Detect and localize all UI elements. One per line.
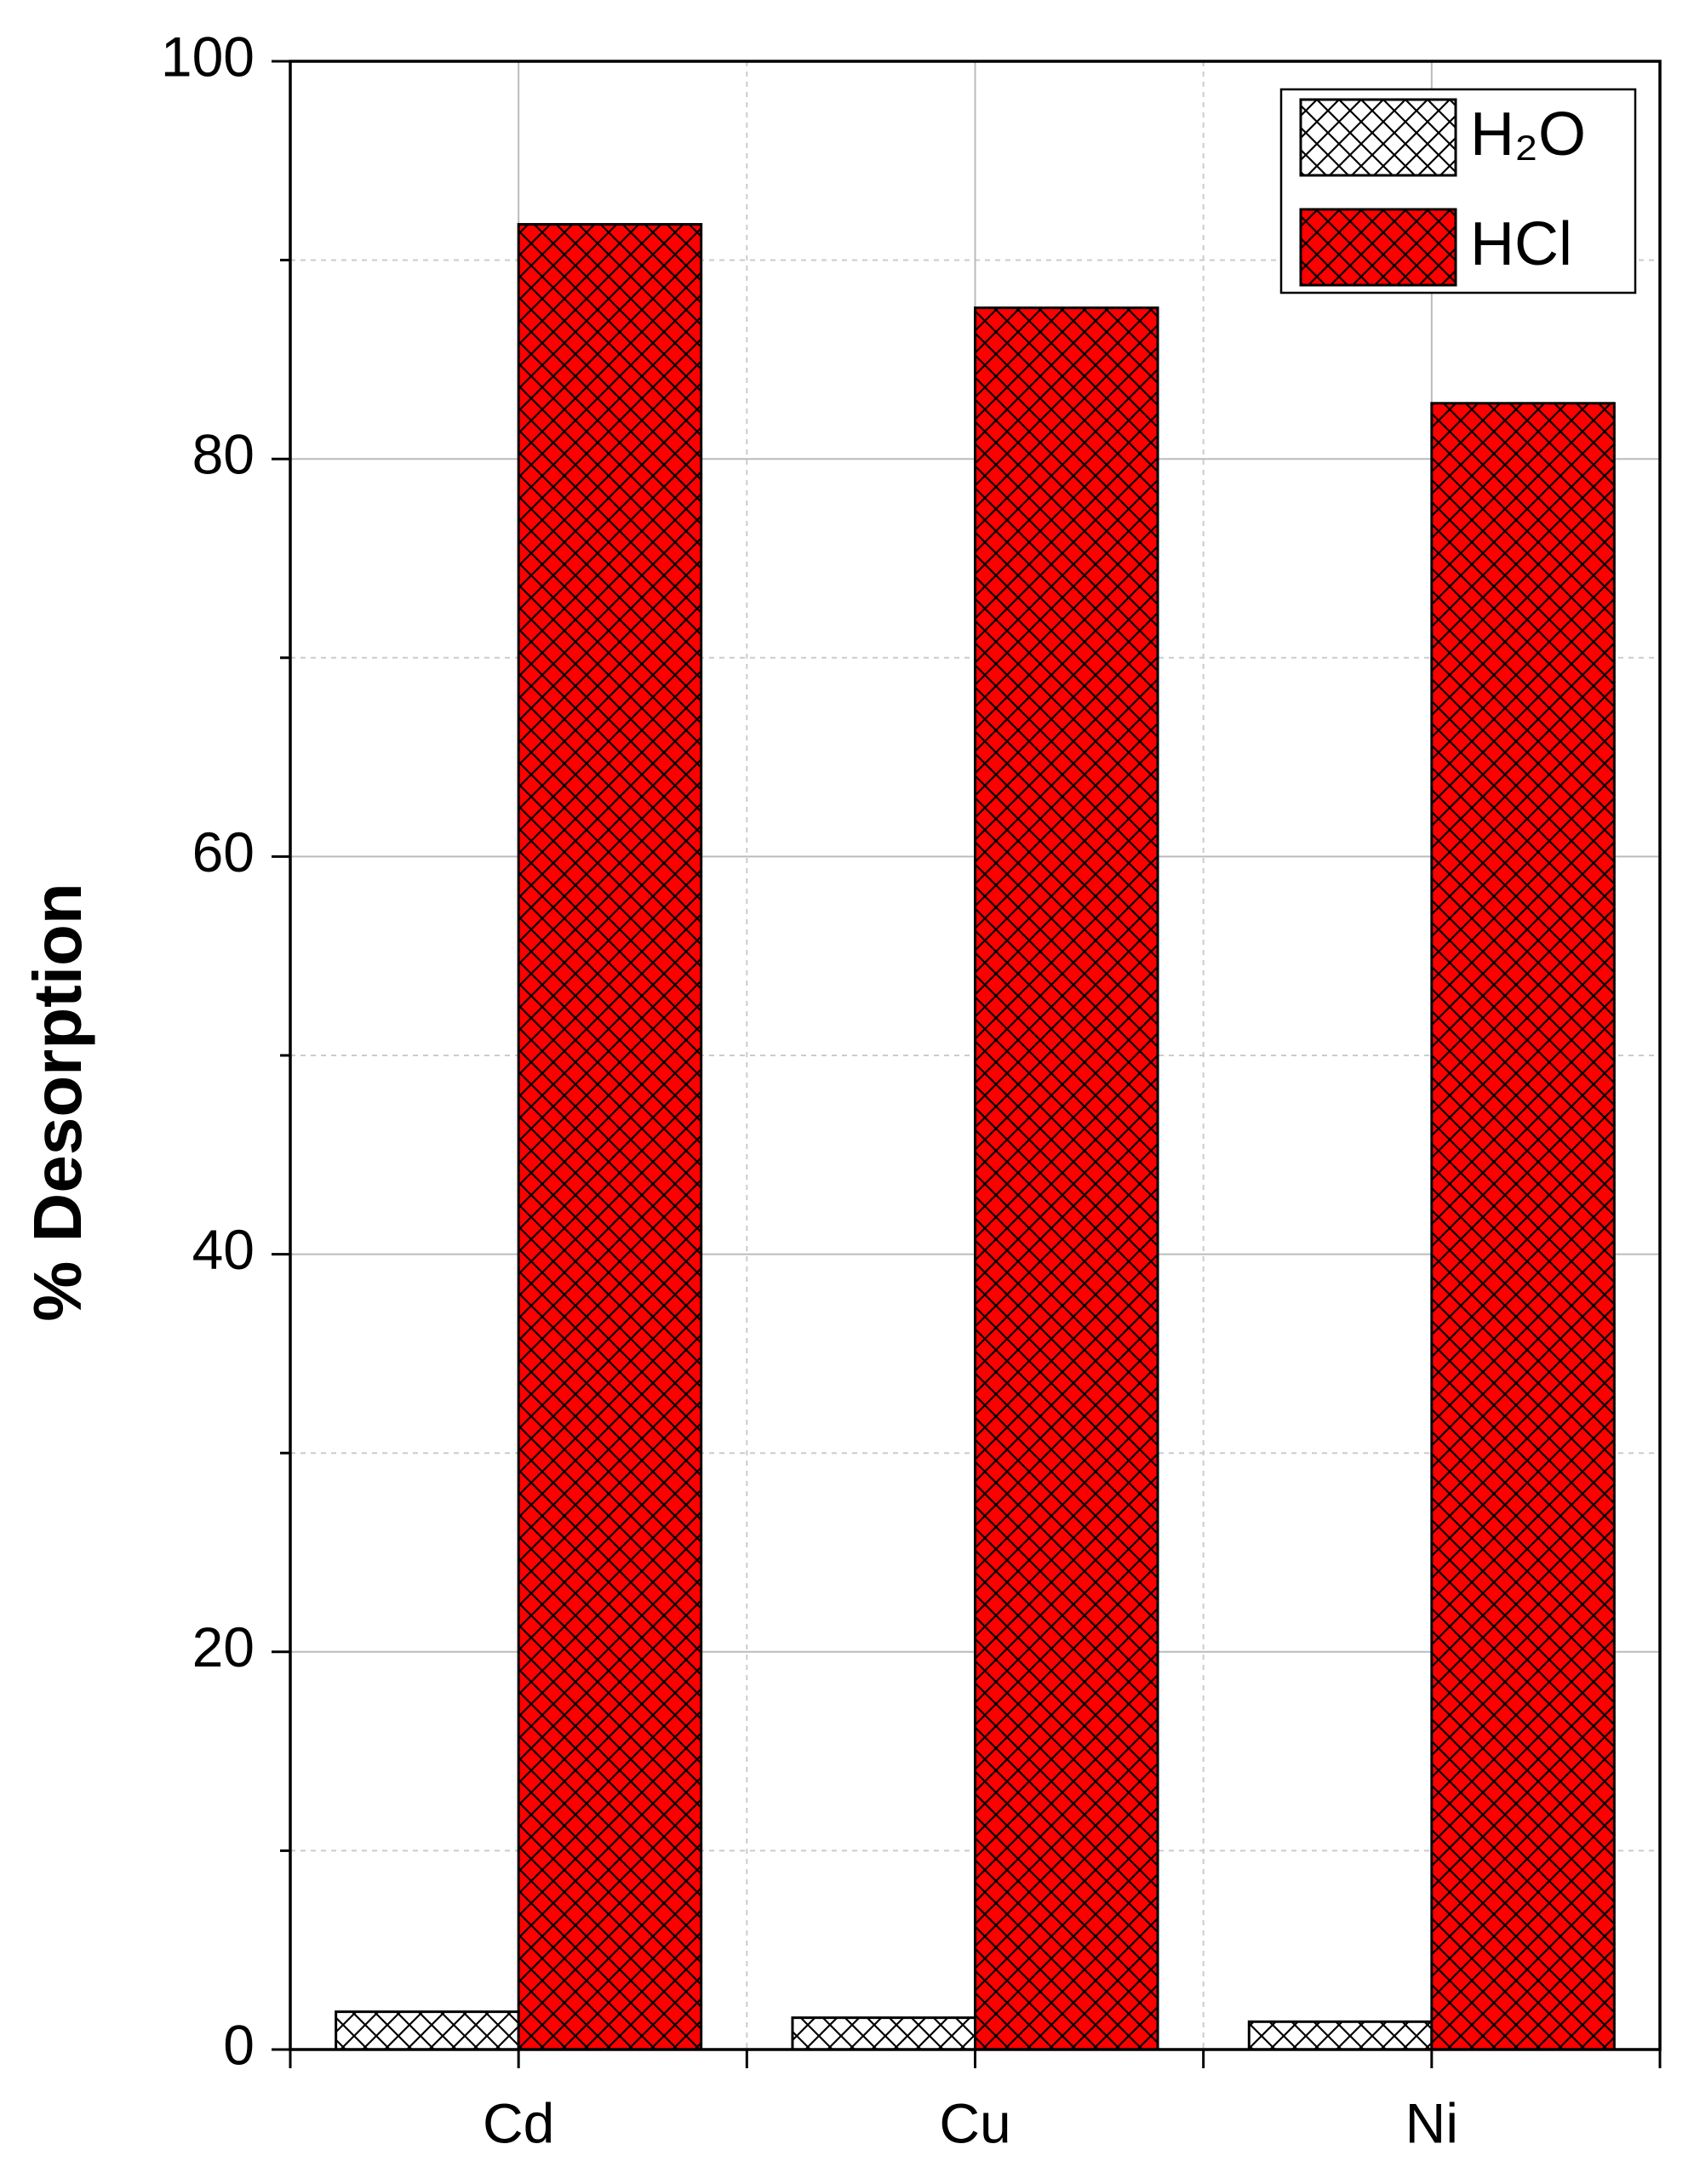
y-tick-label: 20 <box>192 1615 255 1678</box>
bar <box>335 2010 520 2051</box>
legend-swatch <box>1299 98 1457 177</box>
y-tick-label: 80 <box>192 423 255 486</box>
legend-label: HCl <box>1470 210 1572 278</box>
x-tick-label: Cd <box>483 2091 554 2154</box>
bar <box>974 306 1159 2051</box>
y-tick-label: 60 <box>192 820 255 883</box>
x-tick-label: Cu <box>939 2091 1010 2154</box>
y-tick-label: 100 <box>161 25 255 88</box>
plot-frame <box>289 60 1662 2051</box>
x-tick-label: Ni <box>1405 2091 1458 2154</box>
bar <box>791 2016 977 2051</box>
bar <box>517 223 703 2051</box>
y-tick-label: 0 <box>223 2013 255 2076</box>
legend-swatch <box>1299 208 1457 287</box>
y-axis-label: % Desorption <box>20 883 95 1322</box>
y-tick-label: 40 <box>192 1218 255 1281</box>
legend-label: H₂O <box>1470 100 1586 169</box>
bar <box>1247 2020 1434 2051</box>
bar <box>1430 402 1616 2051</box>
